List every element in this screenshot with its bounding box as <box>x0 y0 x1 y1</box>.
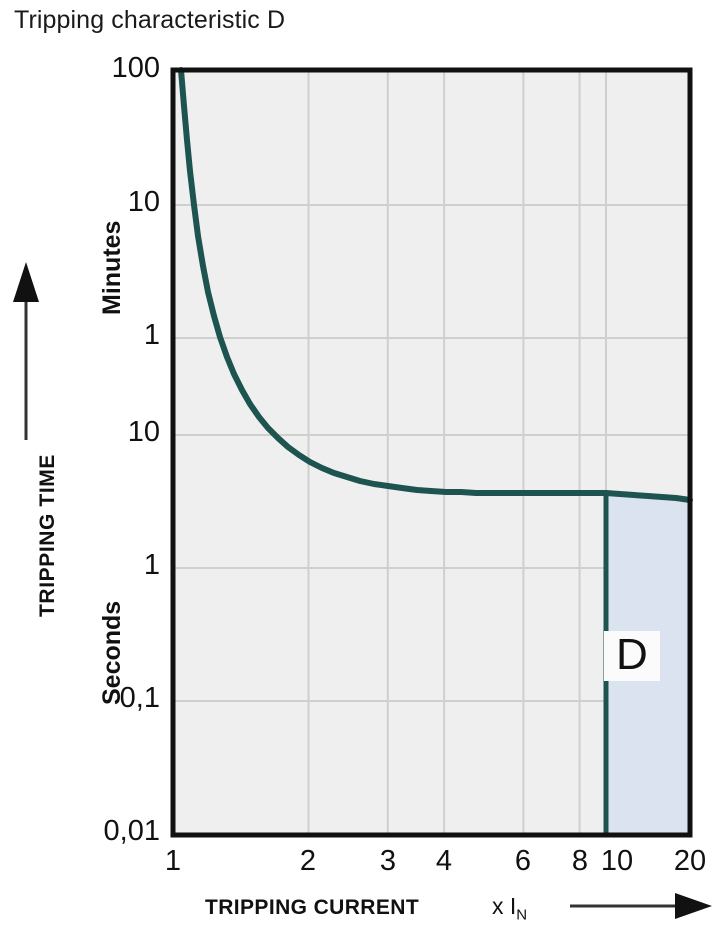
plot-frame <box>170 67 693 838</box>
y-tick-1-minute: 1 <box>143 319 160 351</box>
x-axis-multiplier-subscript: N <box>516 906 528 924</box>
x-tick-20: 20 <box>673 845 707 877</box>
y-tick-0-01-second: 0,01 <box>103 815 160 847</box>
x-tick-10: 10 <box>600 845 634 877</box>
x-tick-3: 3 <box>379 845 397 877</box>
x-axis-title: TRIPPING CURRENT <box>205 896 420 919</box>
y-unit-minutes: Minutes <box>98 220 126 315</box>
y-tick-100-minutes: 100 <box>111 52 160 84</box>
x-tick-6: 6 <box>514 845 532 877</box>
y-tick-10-seconds: 10 <box>127 416 160 448</box>
x-tick-1: 1 <box>164 845 182 877</box>
x-axis-multiplier-text: x I <box>492 893 517 919</box>
page-title: Tripping characteristic D <box>14 6 286 34</box>
zone-d-label: D <box>604 631 660 681</box>
y-tick-1-second: 1 <box>143 549 160 581</box>
x-tick-8: 8 <box>571 845 589 877</box>
x-tick-2: 2 <box>299 845 317 877</box>
y-tick-0-1-second: 0,1 <box>119 682 160 714</box>
x-axis-multiplier: x IN <box>492 893 527 924</box>
x-tick-4: 4 <box>435 845 453 877</box>
y-tick-10-minutes: 10 <box>127 186 160 218</box>
y-axis-title: TRIPPING TIME <box>36 454 59 617</box>
y-unit-seconds: Seconds <box>98 600 126 705</box>
y-axis-arrow-icon <box>13 262 39 440</box>
x-axis-arrow-icon <box>570 893 712 919</box>
tripping-curve <box>178 67 693 503</box>
